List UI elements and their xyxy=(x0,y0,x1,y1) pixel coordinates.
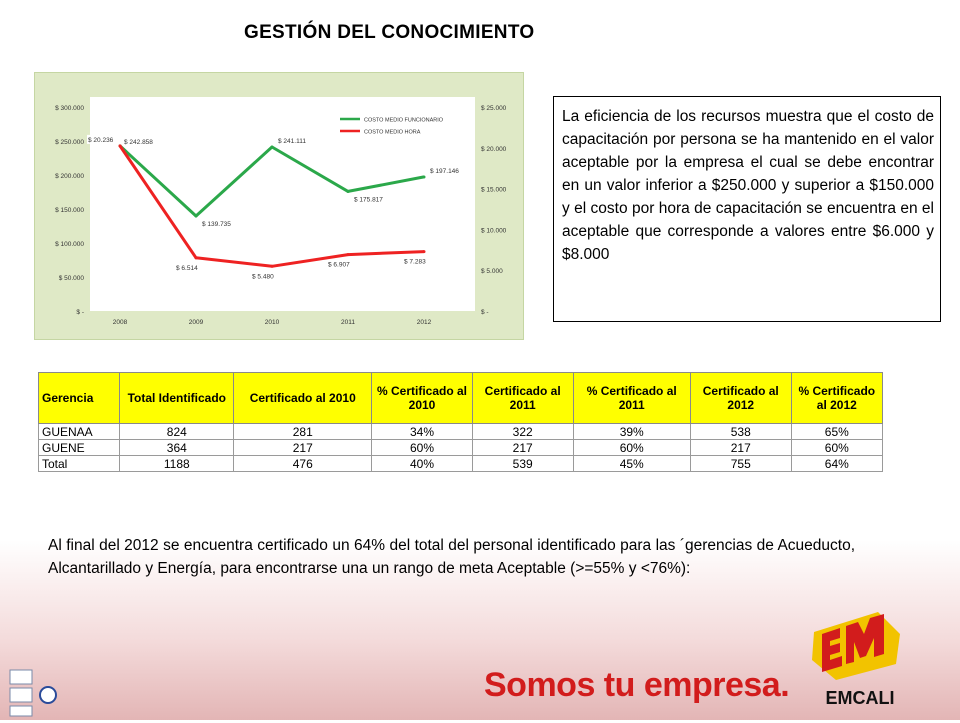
series-point-1 xyxy=(422,175,426,179)
table-cell: 217 xyxy=(233,439,373,456)
series-point-1 xyxy=(194,214,198,218)
table-cell: 755 xyxy=(689,455,792,472)
data-label: $ 197.146 xyxy=(430,168,459,175)
table-cell: 60% xyxy=(371,439,473,456)
table-row: GUENAA 824 281 34% 322 39% 538 65% xyxy=(37,423,884,440)
page-title: GESTIÓN DEL CONOCIMIENTO xyxy=(244,22,535,43)
footer-gradient-background xyxy=(0,540,960,720)
header-certificado-2011: Certificado al 2011 xyxy=(471,372,574,424)
table-cell: 476 xyxy=(233,455,373,472)
x-axis-tick-label: 2008 xyxy=(113,319,128,326)
header-total-identificado: Total Identificado xyxy=(119,372,235,424)
table-cell: 217 xyxy=(689,439,792,456)
certification-table: Gerencia Total Identificado Certificado … xyxy=(37,372,884,472)
table-cell: Total xyxy=(37,455,121,472)
data-label: $ 6.514 xyxy=(176,265,198,272)
series-point-2 xyxy=(270,264,274,268)
right-axis-tick-label: $ 5.000 xyxy=(481,268,503,275)
table-cell: 217 xyxy=(471,439,574,456)
table-cell: 39% xyxy=(572,423,691,440)
certification-seals-icon xyxy=(9,669,57,717)
series-point-1 xyxy=(346,189,350,193)
header-pct-certificado-2010: % Certificado al 2010 xyxy=(371,372,473,424)
table-row: GUENE 364 217 60% 217 60% 217 60% xyxy=(37,439,884,456)
data-label-background xyxy=(175,262,203,272)
header-certificado-2010: Certificado al 2010 xyxy=(233,372,373,424)
left-axis-tick-label: $ 100.000 xyxy=(55,241,84,248)
table-cell: 34% xyxy=(371,423,473,440)
data-label-background xyxy=(251,271,279,281)
table-header-row: Gerencia Total Identificado Certificado … xyxy=(37,372,884,424)
series-point-2 xyxy=(194,256,198,260)
data-label: $ 5.480 xyxy=(252,273,274,280)
right-axis-tick-label: $ 25.000 xyxy=(481,105,507,112)
data-label: $ 175.817 xyxy=(354,196,383,203)
left-axis-tick-label: $ - xyxy=(76,309,84,316)
slogan: Somos tu empresa. xyxy=(484,666,790,704)
certification-logos xyxy=(4,668,64,718)
data-label-background xyxy=(277,136,312,146)
table-cell: 281 xyxy=(233,423,373,440)
data-label: $ 7.283 xyxy=(404,259,426,266)
emcali-logo-icon: EMCALI xyxy=(812,612,900,708)
table-cell: GUENAA xyxy=(37,423,121,440)
emcali-logo: EMCALI xyxy=(800,604,920,714)
series-point-2 xyxy=(422,250,426,254)
series-point-1 xyxy=(270,145,274,149)
left-axis-tick-label: $ 300.000 xyxy=(55,105,84,112)
brand-name: EMCALI xyxy=(826,688,895,708)
data-label-background xyxy=(353,194,388,204)
legend-label: COSTO MEDIO FUNCIONARIO xyxy=(364,118,444,124)
x-axis-tick-label: 2009 xyxy=(189,319,204,326)
table-cell: 824 xyxy=(119,423,235,440)
cost-line-chart: $ 300.000 $ 250.000 $ 200.000 $ 150.000 $ 10… xyxy=(34,72,524,340)
data-label-background xyxy=(123,136,158,146)
right-axis-tick-label: $ 20.000 xyxy=(481,146,507,153)
header-pct-certificado-2011: % Certificado al 2011 xyxy=(572,372,691,424)
series-point-2 xyxy=(118,144,122,148)
header-gerencia: Gerencia xyxy=(37,372,121,424)
table-cell: 40% xyxy=(371,455,473,472)
data-label-background xyxy=(403,256,431,266)
data-label-background xyxy=(201,218,236,228)
summary-paragraph: Al final del 2012 se encuentra certifica… xyxy=(48,537,855,577)
header-pct-certificado-2012: % Certificado al 2012 xyxy=(790,372,884,424)
plot-area xyxy=(90,97,475,311)
table-cell: 538 xyxy=(689,423,792,440)
table-cell: 45% xyxy=(572,455,691,472)
right-axis-tick-label: $ 15.000 xyxy=(481,187,507,194)
table-cell: 65% xyxy=(790,423,884,440)
table-row-total: Total 1188 476 40% 539 45% 755 64% xyxy=(37,455,884,472)
data-label: $ 6.907 xyxy=(328,262,350,269)
x-axis-tick-label: 2011 xyxy=(341,319,355,326)
data-label-background xyxy=(87,134,118,144)
data-label: $ 241.111 xyxy=(278,138,306,145)
chart-canvas: $ 300.000 $ 250.000 $ 200.000 $ 150.000 $ 10… xyxy=(55,97,507,326)
series-point-2 xyxy=(346,253,350,257)
table-cell: GUENE xyxy=(37,439,121,456)
data-label: $ 242.858 xyxy=(124,139,153,146)
data-label: $ 139.735 xyxy=(202,221,231,228)
right-axis-tick-label: $ - xyxy=(481,309,489,316)
table-cell: 364 xyxy=(119,439,235,456)
legend-label: COSTO MEDIO HORA xyxy=(364,130,421,136)
data-label-background xyxy=(327,259,355,269)
header-certificado-2012: Certificado al 2012 xyxy=(689,372,792,424)
x-axis-tick-label: 2012 xyxy=(417,319,432,326)
right-axis-tick-label: $ 10.000 xyxy=(481,227,507,234)
data-label: $ 20.236 xyxy=(88,137,114,144)
table-cell: 60% xyxy=(572,439,691,456)
x-axis-tick-label: 2010 xyxy=(265,319,280,326)
left-axis-tick-label: $ 250.000 xyxy=(55,139,84,146)
left-axis-tick-label: $ 200.000 xyxy=(55,173,84,180)
description-box: La eficiencia de los recursos muestra qu… xyxy=(553,96,941,322)
table-cell: 539 xyxy=(471,455,574,472)
table-cell: 64% xyxy=(790,455,884,472)
data-label-background xyxy=(429,165,464,175)
table-cell: 1188 xyxy=(119,455,235,472)
table-cell: 322 xyxy=(471,423,574,440)
left-axis-tick-label: $ 150.000 xyxy=(55,207,84,214)
table-cell: 60% xyxy=(790,439,884,456)
left-axis-tick-label: $ 50.000 xyxy=(59,275,85,282)
